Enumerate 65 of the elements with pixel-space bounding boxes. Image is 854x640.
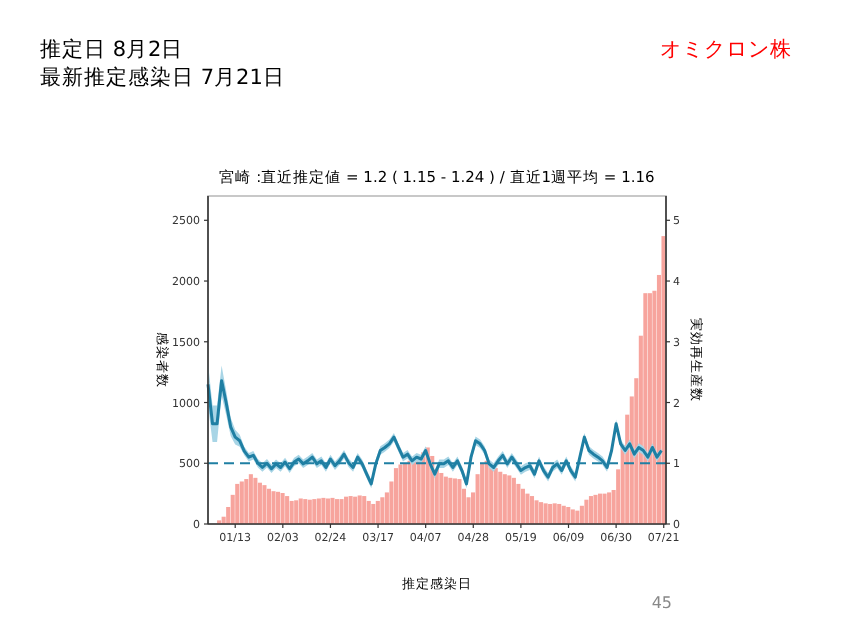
bar [566,506,571,524]
bar [534,500,539,524]
bar [253,477,258,524]
bar [330,497,335,524]
bar [312,499,317,524]
bar [493,468,498,524]
bar [262,485,267,524]
bar [507,475,512,524]
bar [371,503,376,524]
bar [457,479,462,524]
bar [276,491,281,524]
annotation: オミクロン株 [660,38,792,62]
bar [552,503,557,524]
bar [439,472,444,524]
annotation: 45 [651,594,672,612]
annotation: 推定日 8月2日 [40,38,184,62]
bar [529,496,535,524]
bar [303,499,308,524]
bar [348,496,353,524]
bar [235,483,240,524]
bar [334,499,340,524]
bar [271,491,276,524]
bar [280,493,285,524]
bar [402,463,408,524]
bar [321,497,326,524]
bar [607,492,612,524]
bar [584,499,589,524]
bar [407,460,412,524]
bar [543,503,548,524]
bar [588,496,593,524]
bar [452,478,457,524]
bar [466,497,471,524]
bar [266,488,272,524]
annotation: 最新推定感染日 7月21日 [40,66,285,90]
bar [244,479,249,524]
bar [484,460,489,524]
bar [339,499,344,524]
bar [448,477,453,524]
bar [393,468,398,524]
bar [498,471,503,524]
bar [579,505,584,524]
bar [398,464,403,524]
bar [516,483,521,524]
bar [380,497,385,524]
bar [570,509,575,524]
bar [597,493,603,524]
bar [325,498,330,524]
bar [647,293,652,524]
bar [298,498,303,524]
bar [525,493,530,524]
bar [593,494,598,524]
bar [661,236,666,524]
bar [643,293,648,524]
bar [366,500,371,524]
line-series [206,379,663,486]
bar [561,505,566,524]
bar [344,496,349,524]
bar [520,488,525,524]
bar [602,493,607,524]
bar [285,496,290,524]
bar [539,502,544,524]
bar [375,500,380,524]
bar [289,500,294,524]
bar [257,482,262,524]
bar [357,495,362,524]
